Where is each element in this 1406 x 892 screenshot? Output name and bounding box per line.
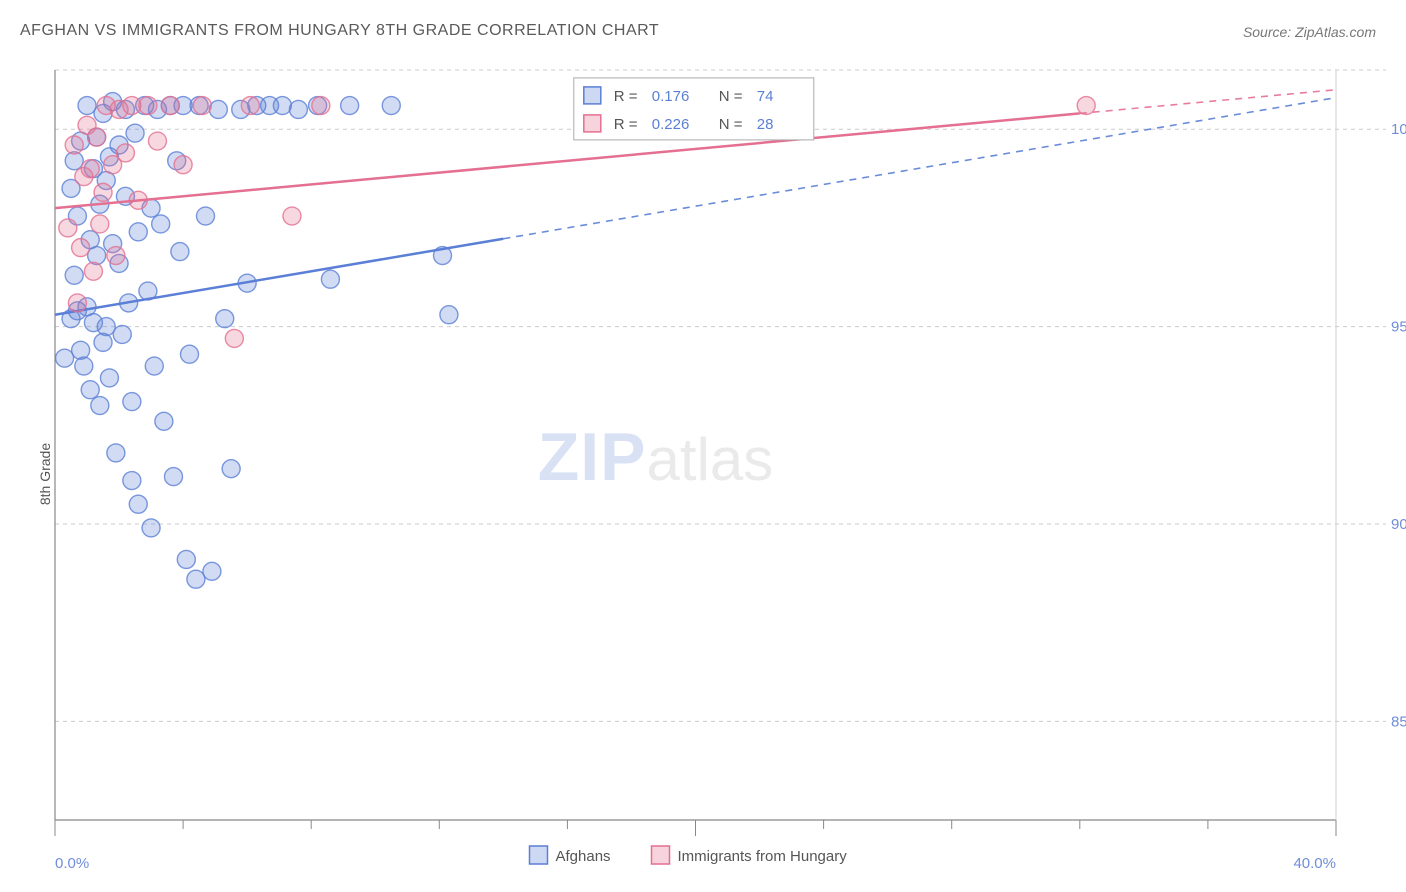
svg-text:85.0%: 85.0%	[1391, 713, 1406, 730]
svg-text:R =: R =	[614, 88, 638, 105]
svg-text:0.226: 0.226	[652, 116, 690, 133]
chart-container: 8th Grade 85.0% 90.0% 95.0% 100.0% ZIPatlas 0…	[0, 55, 1406, 892]
y-axis-label: 8th Grade	[37, 442, 53, 504]
svg-text:Afghans: Afghans	[556, 848, 611, 865]
svg-text:100.0%: 100.0%	[1391, 121, 1406, 138]
svg-text:N =: N =	[719, 88, 743, 105]
svg-text:N =: N =	[719, 116, 743, 133]
chart-source: Source: ZipAtlas.com	[1243, 24, 1376, 40]
svg-text:0.0%: 0.0%	[55, 855, 89, 872]
svg-text:ZIPatlas: ZIPatlas	[538, 419, 774, 495]
svg-text:Immigrants from Hungary: Immigrants from Hungary	[678, 848, 848, 865]
svg-text:0.176: 0.176	[652, 88, 690, 105]
svg-text:74: 74	[757, 88, 774, 105]
svg-text:40.0%: 40.0%	[1293, 855, 1336, 872]
svg-text:28: 28	[757, 116, 774, 133]
svg-text:R =: R =	[614, 116, 638, 133]
svg-text:95.0%: 95.0%	[1391, 319, 1406, 336]
chart-title: AFGHAN VS IMMIGRANTS FROM HUNGARY 8TH GR…	[20, 22, 659, 40]
scatter-chart: 85.0% 90.0% 95.0% 100.0% ZIPatlas 0.0% 40.0% R …	[0, 55, 1406, 892]
svg-text:90.0%: 90.0%	[1391, 516, 1406, 533]
